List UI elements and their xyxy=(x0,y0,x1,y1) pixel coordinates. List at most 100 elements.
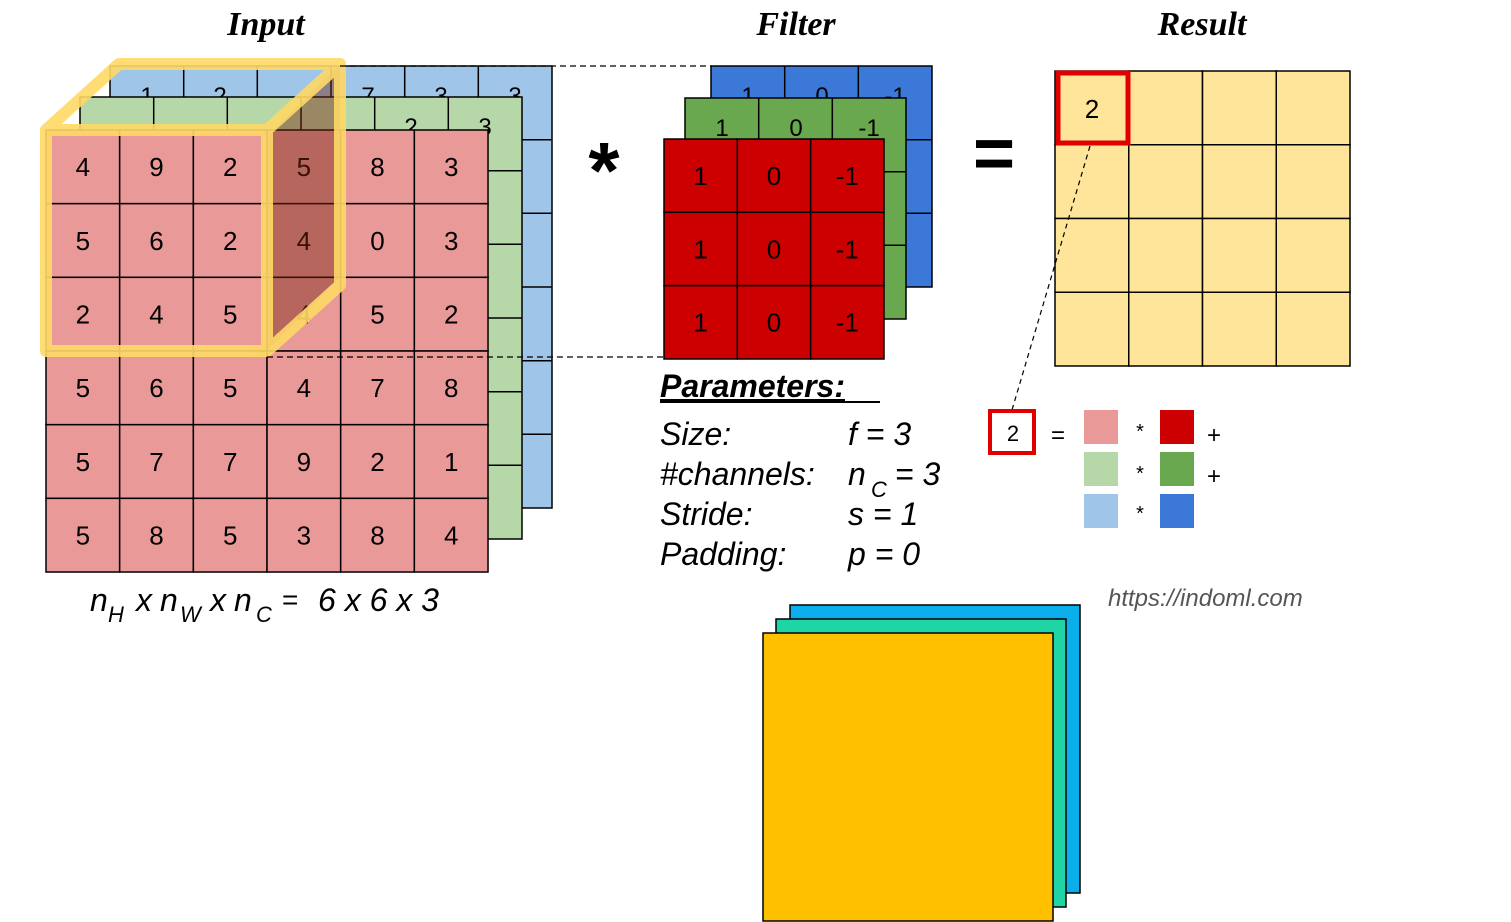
input-red-cell: 5 xyxy=(223,300,237,330)
result-cell-bg xyxy=(1054,144,1130,220)
filter-red-cell-bg xyxy=(663,284,739,360)
result-cell-bg xyxy=(1128,291,1204,367)
dim-n1: n xyxy=(90,582,108,618)
param-channels-sub: C xyxy=(871,477,887,502)
input-red-cell: 4 xyxy=(444,521,458,551)
parameters-heading: Parameters: xyxy=(660,368,845,404)
input-red-cell: 3 xyxy=(444,152,458,182)
param-channels-n: n xyxy=(848,456,866,492)
input-red-cell: 2 xyxy=(370,447,384,477)
param-channels-label: #channels: xyxy=(660,456,815,492)
filter-red-cell: 0 xyxy=(767,308,781,338)
input-red-cell-bg xyxy=(413,350,489,426)
input-red-cell: 7 xyxy=(370,373,384,403)
param-stride-label: Stride: xyxy=(660,496,752,532)
input-red-cell: 8 xyxy=(370,152,384,182)
filter-green-cell: -1 xyxy=(858,115,879,142)
equation-multiply: * xyxy=(1136,421,1144,443)
filter-red-channel: 1 0 -1 1 0 -1 1 0 -1 xyxy=(663,138,885,360)
dim-n3: n xyxy=(234,582,252,618)
dim-sub-h: H xyxy=(108,602,124,627)
input-red-cell: 4 xyxy=(297,373,311,403)
input-red-cell-bg xyxy=(192,202,268,279)
equation-multiply: * xyxy=(1136,503,1144,525)
result-cell-bg xyxy=(1201,144,1277,220)
input-red-cell: 7 xyxy=(223,447,237,477)
filter-red-cell: 1 xyxy=(693,308,707,338)
dim-n2: n xyxy=(160,582,178,618)
dim-x2: x xyxy=(208,582,227,618)
input-red-cell: 8 xyxy=(149,521,163,551)
result-cell-bg xyxy=(1128,217,1204,293)
input-red-cell: 0 xyxy=(370,226,384,256)
input-red-cell-bg xyxy=(266,497,342,573)
input-red-cell-bg xyxy=(45,129,121,205)
filter-red-cell-bg xyxy=(663,138,739,214)
input-red-cell: 6 xyxy=(149,226,163,256)
input-red-cell-bg xyxy=(118,497,195,573)
input-red-cell: 5 xyxy=(223,521,237,551)
input-red-cell-bg xyxy=(118,129,195,205)
dim-sub-c: C xyxy=(256,602,272,627)
result-link-line xyxy=(1011,145,1091,411)
sum-equation: 2 = * + * + * xyxy=(988,409,1221,528)
result-cell-bg xyxy=(1201,70,1277,146)
input-red-cell: 7 xyxy=(149,447,163,477)
input-red-cell-bg xyxy=(266,129,342,205)
result-cell-bg xyxy=(1201,217,1277,293)
filter-red-cell-bg xyxy=(736,138,812,214)
result-cell-bg xyxy=(1275,217,1351,293)
input-red-cell-bg xyxy=(192,423,268,500)
equals-operator: = xyxy=(973,114,1015,194)
input-red-cell-bg xyxy=(339,497,416,573)
input-title: Input xyxy=(227,6,305,43)
filter-title: Filter xyxy=(756,6,836,43)
param-size-value: f = 3 xyxy=(848,416,911,452)
filter-red-cell: -1 xyxy=(836,161,859,191)
param-padding-value: p = 0 xyxy=(847,536,920,572)
equation-value: 2 xyxy=(1007,421,1019,446)
input-red-cell: 4 xyxy=(149,300,163,330)
result-first-value: 2 xyxy=(1085,94,1099,124)
swatch-filter-red xyxy=(1160,410,1194,444)
filter-red-cell-bg xyxy=(736,211,812,287)
source-url: https://indoml.com xyxy=(1108,585,1303,612)
equation-result-box xyxy=(988,409,1036,455)
input-red-cell-bg xyxy=(45,276,121,352)
result-highlight-box xyxy=(1055,70,1131,146)
input-red-cell: 9 xyxy=(149,152,163,182)
input-dimension-label: n H x n W x n C = 6 x 6 x 3 xyxy=(90,582,439,627)
filter-red-cell: 0 xyxy=(767,234,781,264)
channel-stack-illustration xyxy=(762,604,1081,922)
input-red-cell: 9 xyxy=(297,447,311,477)
input-red-cell: 5 xyxy=(76,521,90,551)
convolve-operator: * xyxy=(588,126,620,215)
input-red-cell: 8 xyxy=(444,373,458,403)
input-red-cell: 2 xyxy=(223,152,237,182)
result-title: Result xyxy=(1157,6,1247,43)
swatch-filter-green xyxy=(1160,452,1194,486)
input-red-cell-bg xyxy=(413,497,489,573)
swatch-input-green xyxy=(1084,452,1118,486)
input-red-cell-bg xyxy=(118,350,195,426)
input-red-cell: 5 xyxy=(297,152,311,182)
input-red-cell: 8 xyxy=(370,521,384,551)
filter-red-cell: -1 xyxy=(836,308,859,338)
filter-red-cell-bg xyxy=(809,284,885,360)
input-red-cell: 4 xyxy=(76,152,90,182)
input-red-cell: 5 xyxy=(76,447,90,477)
result-cell-bg xyxy=(1201,291,1277,367)
filter-green-cell: 0 xyxy=(789,115,802,142)
result-cell-bg xyxy=(1275,291,1351,367)
input-red-cell-bg xyxy=(192,497,268,573)
input-red-cell-bg xyxy=(339,423,416,500)
dim-sub-w: W xyxy=(180,602,203,627)
input-red-cell: 2 xyxy=(444,300,458,330)
filter-green-cell: 1 xyxy=(715,115,728,142)
swatch-filter-blue xyxy=(1160,494,1194,528)
result-cell-bg xyxy=(1275,70,1351,146)
swatch-input-blue xyxy=(1084,494,1118,528)
input-red-cell: 3 xyxy=(297,521,311,551)
filter-red-cell: -1 xyxy=(836,234,859,264)
